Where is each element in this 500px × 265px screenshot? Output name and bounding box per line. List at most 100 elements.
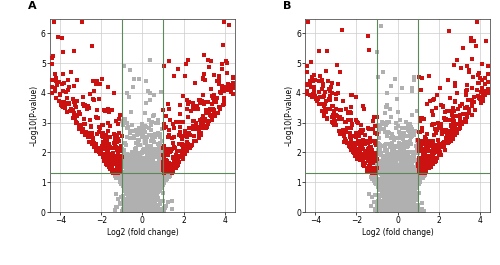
Point <box>401 207 409 212</box>
Point <box>52 96 60 100</box>
Point <box>401 197 409 201</box>
Point <box>414 179 422 184</box>
Point <box>126 183 134 187</box>
Point <box>138 205 145 209</box>
Point <box>150 210 158 214</box>
Point <box>392 201 400 205</box>
Point <box>153 175 161 180</box>
Point <box>410 156 418 161</box>
Point <box>142 191 150 196</box>
Point <box>387 206 395 211</box>
Point <box>132 157 140 161</box>
Point <box>398 165 406 169</box>
Point <box>398 180 406 185</box>
Point <box>118 172 126 176</box>
Point <box>379 171 387 176</box>
Point <box>420 156 428 160</box>
Point <box>378 178 386 182</box>
Point <box>406 184 413 188</box>
Point <box>470 39 478 43</box>
Point <box>394 191 402 196</box>
Point <box>140 192 148 196</box>
Point <box>381 186 389 190</box>
Point <box>406 193 414 197</box>
Point <box>395 130 403 134</box>
Point <box>92 82 100 86</box>
Point <box>396 185 404 189</box>
Point <box>134 205 142 210</box>
Point <box>397 204 405 208</box>
Point <box>136 205 144 209</box>
Point <box>389 166 397 170</box>
Point <box>123 135 131 139</box>
Point <box>394 151 402 155</box>
Point <box>142 204 150 208</box>
Point <box>409 165 417 169</box>
Point <box>120 208 128 213</box>
Point <box>407 134 415 139</box>
Point <box>390 199 398 203</box>
Point <box>393 207 401 211</box>
Point <box>422 141 430 145</box>
Point <box>350 151 358 155</box>
Point <box>394 202 402 207</box>
Point <box>158 167 166 171</box>
Point <box>412 177 420 182</box>
Point <box>138 207 146 211</box>
Point <box>146 192 154 196</box>
Point <box>418 129 426 133</box>
Point <box>468 104 476 108</box>
Point <box>128 187 136 192</box>
Point <box>148 152 156 157</box>
Point <box>138 205 146 209</box>
Point <box>385 191 393 195</box>
Point <box>166 165 174 169</box>
Point <box>150 93 158 98</box>
Point <box>386 196 394 200</box>
Point <box>392 197 400 201</box>
Point <box>54 35 62 39</box>
Point <box>400 195 407 199</box>
Point <box>358 158 366 162</box>
Point <box>128 129 136 133</box>
Point <box>141 208 149 213</box>
Point <box>162 147 170 151</box>
Point <box>155 162 163 167</box>
Point <box>420 117 428 121</box>
Point <box>404 173 411 178</box>
Point <box>128 205 136 209</box>
Point <box>187 109 195 113</box>
Point <box>406 178 414 183</box>
Point <box>403 195 411 199</box>
Point <box>405 141 413 145</box>
Point <box>386 198 394 202</box>
Point <box>132 148 140 153</box>
Point <box>222 59 230 63</box>
Point <box>126 181 134 186</box>
Point <box>106 158 114 163</box>
Point <box>136 177 144 182</box>
Point <box>123 91 131 95</box>
Point <box>154 190 162 194</box>
Point <box>142 125 150 129</box>
Point <box>406 160 413 165</box>
Point <box>386 201 394 206</box>
Point <box>415 206 423 211</box>
Point <box>136 204 144 209</box>
Point <box>132 207 140 211</box>
Point <box>139 206 147 210</box>
Point <box>134 198 142 203</box>
Point <box>393 202 401 206</box>
Point <box>444 141 452 145</box>
Point <box>378 171 386 175</box>
Point <box>118 178 126 182</box>
Point <box>306 59 314 64</box>
Point <box>130 188 138 192</box>
Point <box>130 175 138 179</box>
Point <box>393 188 401 192</box>
Point <box>382 105 390 109</box>
Point <box>142 194 150 198</box>
Point <box>394 185 402 189</box>
Point <box>145 207 153 211</box>
Point <box>129 197 137 201</box>
